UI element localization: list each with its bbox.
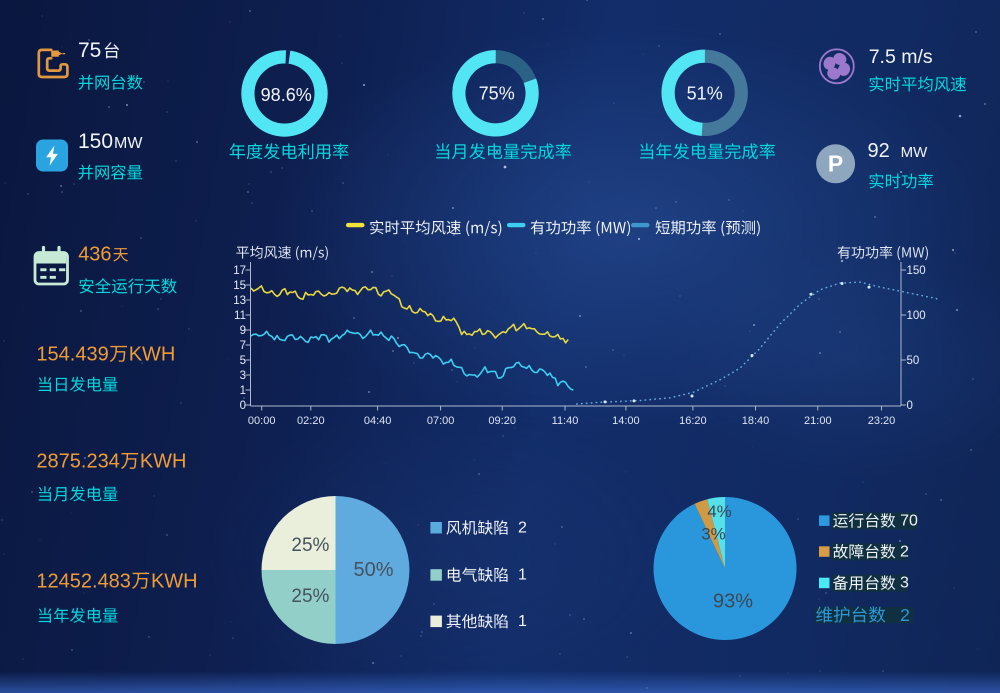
svg-text:70: 70 — [900, 512, 918, 529]
svg-text:07:00: 07:00 — [427, 415, 455, 427]
svg-text:1: 1 — [518, 567, 527, 584]
svg-text:50: 50 — [907, 355, 920, 367]
svg-text:12452.483: 12452.483 — [36, 570, 131, 592]
svg-text:KWH: KWH — [151, 570, 198, 592]
svg-text:75%: 75% — [479, 83, 515, 103]
svg-text:18:40: 18:40 — [742, 415, 770, 427]
svg-text:436: 436 — [78, 244, 111, 266]
svg-text:2: 2 — [518, 520, 527, 537]
svg-text:3: 3 — [240, 370, 246, 382]
svg-text:16:20: 16:20 — [679, 415, 707, 427]
svg-text:98.6%: 98.6% — [261, 85, 312, 105]
svg-text:75: 75 — [78, 39, 101, 62]
svg-text:7: 7 — [240, 340, 246, 352]
svg-text:11: 11 — [234, 310, 246, 322]
svg-text:9: 9 — [240, 325, 246, 337]
svg-text:150: 150 — [78, 130, 113, 153]
svg-text:25%: 25% — [291, 535, 329, 556]
svg-text:0: 0 — [907, 400, 913, 412]
svg-text:02:20: 02:20 — [297, 415, 325, 427]
svg-text:23:20: 23:20 — [868, 415, 896, 427]
svg-text:MW: MW — [114, 135, 143, 152]
svg-text:KWH: KWH — [129, 343, 176, 365]
svg-text:50%: 50% — [353, 559, 393, 581]
svg-text:04:40: 04:40 — [364, 415, 392, 427]
svg-text:4%: 4% — [707, 502, 732, 521]
svg-text:0: 0 — [240, 400, 246, 412]
svg-text:3%: 3% — [701, 525, 726, 544]
svg-text:21:00: 21:00 — [804, 415, 832, 427]
svg-text:KWH: KWH — [140, 451, 187, 473]
svg-text:2: 2 — [900, 605, 910, 625]
svg-text:3: 3 — [900, 575, 909, 592]
svg-text:100: 100 — [907, 310, 926, 322]
svg-text:150: 150 — [907, 265, 926, 277]
svg-text:17: 17 — [233, 265, 246, 277]
svg-text:2875.234: 2875.234 — [36, 451, 119, 473]
svg-text:51%: 51% — [687, 83, 723, 103]
svg-text:09:20: 09:20 — [488, 415, 516, 427]
svg-text:93%: 93% — [713, 591, 753, 613]
svg-text:5: 5 — [240, 355, 246, 367]
svg-text:25%: 25% — [291, 586, 329, 607]
svg-text:13: 13 — [233, 295, 246, 307]
svg-text:MW: MW — [901, 144, 928, 161]
svg-text:P: P — [828, 150, 843, 176]
svg-text:15: 15 — [233, 280, 246, 292]
svg-text:2: 2 — [900, 543, 909, 560]
svg-text:1: 1 — [518, 613, 527, 630]
svg-text:92: 92 — [868, 140, 890, 162]
svg-text:14:00: 14:00 — [612, 415, 640, 427]
svg-text:00:00: 00:00 — [248, 415, 276, 427]
svg-text:154.439: 154.439 — [36, 343, 108, 365]
svg-text:1: 1 — [240, 385, 246, 397]
svg-text:7.5 m/s: 7.5 m/s — [869, 46, 933, 68]
svg-text:11:40: 11:40 — [552, 415, 579, 427]
